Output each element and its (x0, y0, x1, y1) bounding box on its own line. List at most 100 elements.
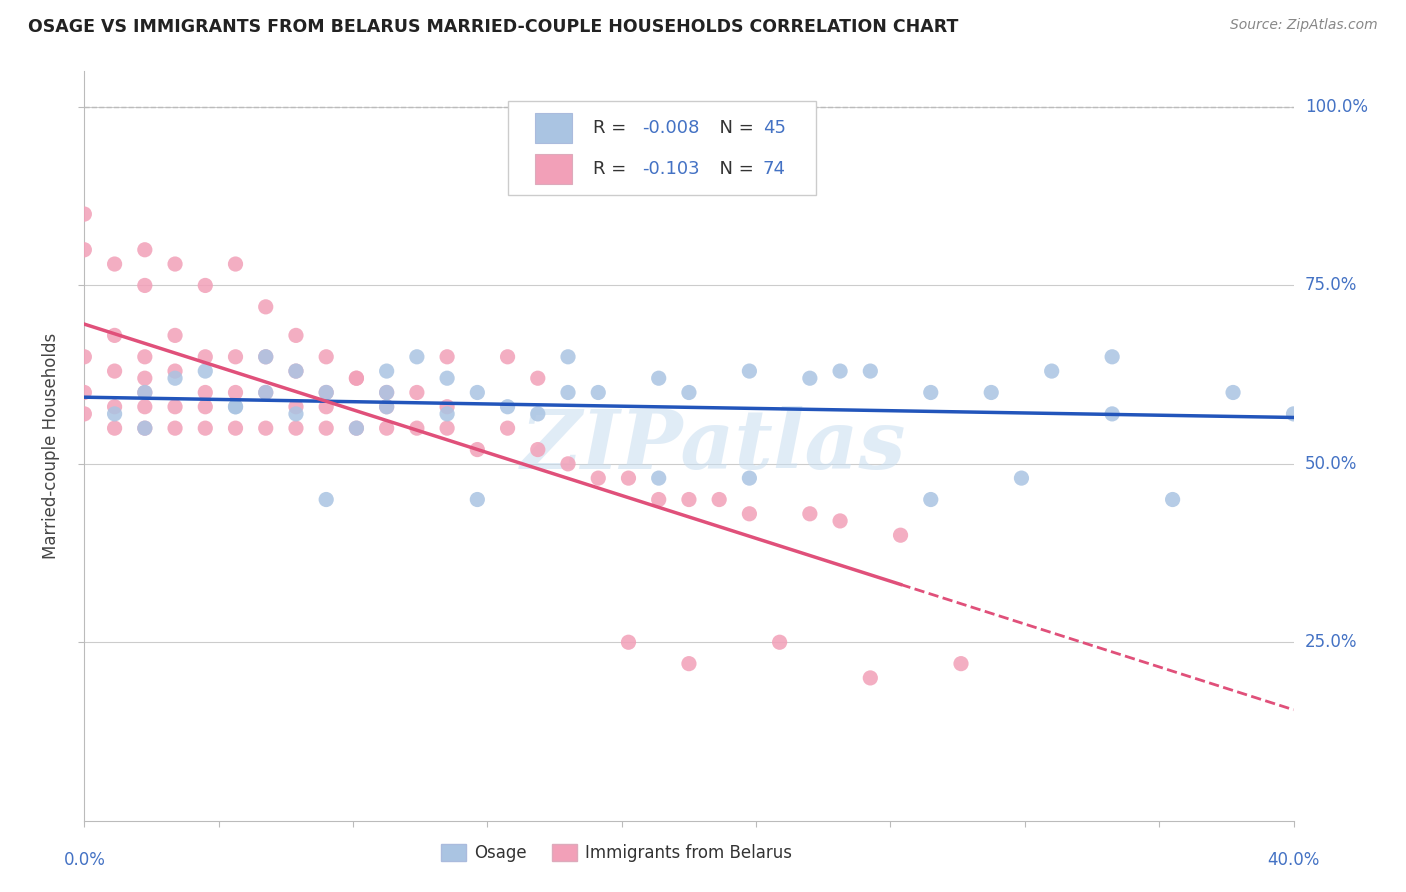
Text: -0.103: -0.103 (641, 160, 699, 178)
Point (557, 350, 579, 364)
Point (285, 421, 308, 435)
Point (738, 507, 761, 521)
Point (104, 328, 127, 343)
Point (285, 364, 308, 378)
Legend: Osage, Immigrants from Belarus: Osage, Immigrants from Belarus (434, 837, 799, 869)
Text: OSAGE VS IMMIGRANTS FROM BELARUS MARRIED-COUPLE HOUSEHOLDS CORRELATION CHART: OSAGE VS IMMIGRANTS FROM BELARUS MARRIED… (28, 18, 959, 36)
Point (165, 421, 187, 435)
Point (285, 407, 308, 421)
FancyBboxPatch shape (508, 102, 815, 195)
Point (436, 350, 458, 364)
Text: 74: 74 (762, 160, 786, 178)
Point (134, 243, 156, 257)
Text: -0.008: -0.008 (641, 119, 699, 136)
Point (315, 421, 337, 435)
Point (769, 635, 792, 649)
Text: 25.0%: 25.0% (1305, 633, 1357, 651)
Text: 40.0%: 40.0% (1267, 851, 1320, 869)
Point (104, 421, 127, 435)
Point (194, 350, 217, 364)
Point (73, 385, 96, 400)
Point (678, 657, 700, 671)
Point (225, 385, 247, 400)
Point (496, 421, 519, 435)
Point (134, 350, 156, 364)
Point (254, 350, 277, 364)
Point (165, 371, 187, 385)
Text: 50.0%: 50.0% (1305, 455, 1357, 473)
Point (73, 243, 96, 257)
Point (285, 400, 308, 414)
Point (375, 421, 398, 435)
Point (617, 471, 640, 485)
Text: 0.0%: 0.0% (63, 851, 105, 869)
Text: R =: R = (593, 160, 633, 178)
Point (830, 364, 852, 378)
Point (134, 385, 156, 400)
Text: N =: N = (709, 160, 759, 178)
Point (134, 385, 156, 400)
Point (104, 364, 127, 378)
Point (588, 471, 610, 485)
Point (194, 400, 217, 414)
Point (134, 400, 156, 414)
Point (1101, 407, 1123, 421)
Point (738, 471, 761, 485)
Point (73, 350, 96, 364)
Text: 75.0%: 75.0% (1305, 277, 1357, 294)
Point (709, 492, 731, 507)
Point (950, 657, 973, 671)
Point (648, 492, 671, 507)
Point (225, 421, 247, 435)
Point (1222, 385, 1244, 400)
Point (346, 371, 368, 385)
Text: Source: ZipAtlas.com: Source: ZipAtlas.com (1230, 18, 1378, 32)
Point (315, 350, 337, 364)
Point (496, 350, 519, 364)
Point (285, 364, 308, 378)
FancyBboxPatch shape (536, 153, 572, 184)
Point (254, 385, 277, 400)
Point (165, 257, 187, 271)
Point (648, 371, 671, 385)
Point (678, 492, 700, 507)
Point (1101, 350, 1123, 364)
Point (436, 371, 458, 385)
Point (436, 421, 458, 435)
Point (375, 385, 398, 400)
Point (648, 471, 671, 485)
Point (346, 421, 368, 435)
Point (1282, 407, 1305, 421)
Point (346, 371, 368, 385)
Point (467, 492, 489, 507)
Point (225, 400, 247, 414)
Point (254, 421, 277, 435)
Point (830, 514, 852, 528)
Point (165, 364, 187, 378)
Point (315, 492, 337, 507)
Point (920, 492, 942, 507)
Point (406, 385, 429, 400)
Text: R =: R = (593, 119, 633, 136)
Point (375, 400, 398, 414)
Y-axis label: Married-couple Households: Married-couple Households (42, 333, 60, 559)
Point (225, 257, 247, 271)
Point (678, 385, 700, 400)
Point (194, 421, 217, 435)
Point (1011, 471, 1033, 485)
Point (588, 385, 610, 400)
Point (225, 350, 247, 364)
Point (406, 350, 429, 364)
Point (165, 400, 187, 414)
Text: 45: 45 (762, 119, 786, 136)
Point (859, 364, 882, 378)
Point (73, 207, 96, 221)
Point (134, 371, 156, 385)
Point (104, 257, 127, 271)
Point (890, 528, 912, 542)
Point (799, 507, 821, 521)
Text: 100.0%: 100.0% (1305, 98, 1368, 116)
Point (527, 371, 550, 385)
Point (134, 421, 156, 435)
Point (557, 457, 579, 471)
